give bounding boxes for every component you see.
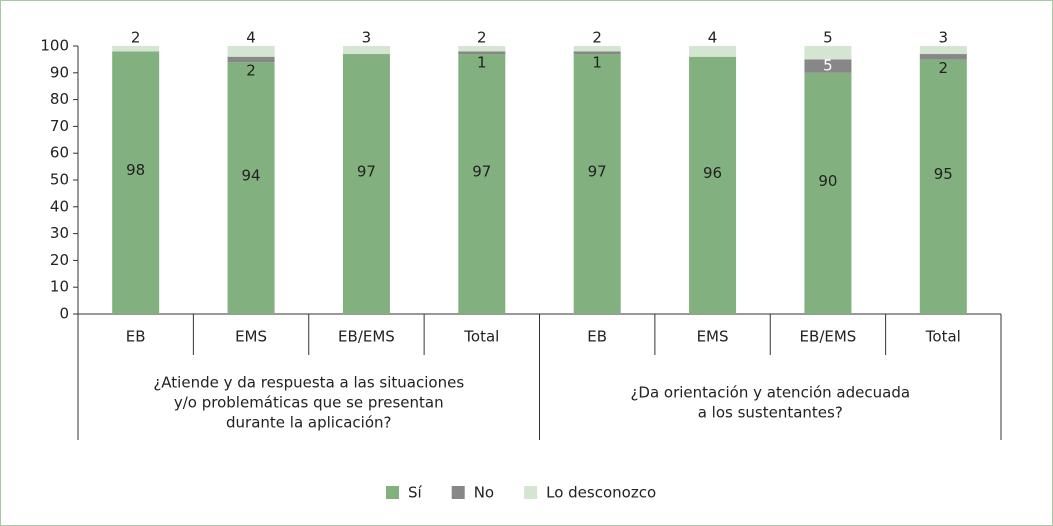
data-label: 1 <box>592 54 602 72</box>
y-tick-label: 50 <box>50 171 69 189</box>
x-tick-label: EB <box>587 328 607 346</box>
bar-segment <box>458 51 506 55</box>
data-label: 2 <box>939 59 949 77</box>
data-label: 2 <box>592 29 602 47</box>
data-label: 2 <box>477 29 487 47</box>
bar-segment <box>112 46 160 52</box>
y-tick-label: 100 <box>40 37 69 55</box>
x-tick-label: Total <box>463 328 499 346</box>
y-tick-label: 40 <box>50 197 69 215</box>
data-label: 90 <box>818 172 837 190</box>
bar-segment <box>112 51 160 315</box>
data-label: 4 <box>708 29 718 47</box>
data-label: 5 <box>823 29 833 47</box>
data-label: 97 <box>357 163 376 181</box>
y-tick-label: 10 <box>50 278 69 296</box>
y-tick-label: 90 <box>50 63 69 81</box>
bar-segment <box>804 72 852 314</box>
data-label: 97 <box>472 163 491 181</box>
bar-segment <box>919 54 967 60</box>
y-tick-label: 70 <box>50 117 69 135</box>
bar-segment <box>804 59 852 73</box>
bar-segment <box>689 56 737 314</box>
y-tick-label: 20 <box>50 251 69 269</box>
x-tick-label: EB/EMS <box>800 328 857 346</box>
data-label: 94 <box>242 167 261 185</box>
bar-segment <box>919 59 967 315</box>
legend-label: No <box>474 484 494 502</box>
legend-label: Lo desconozco <box>546 484 656 502</box>
data-label: 97 <box>588 163 607 181</box>
data-label: 2 <box>246 62 256 80</box>
bar-segment <box>342 54 390 314</box>
group-label: a los sustentantes? <box>698 404 843 422</box>
data-label: 3 <box>939 29 949 47</box>
y-tick-label: 0 <box>59 305 69 323</box>
group-label: y/o problemáticas que se presentan <box>174 394 444 412</box>
x-tick-label: EB <box>126 328 146 346</box>
bar-segment <box>227 62 275 314</box>
group-label: ¿Da orientación y atención adecuada <box>630 384 910 402</box>
data-label: 4 <box>246 29 256 47</box>
bar-segment <box>458 46 506 52</box>
data-label: 96 <box>703 164 722 182</box>
bar-segment <box>573 51 621 55</box>
bar-segment <box>804 46 852 60</box>
bar-segment <box>227 46 275 57</box>
y-tick-label: 30 <box>50 224 69 242</box>
legend-swatch <box>524 486 538 499</box>
data-label: 95 <box>934 165 953 183</box>
data-label: 3 <box>362 29 372 47</box>
data-label: 98 <box>126 161 145 179</box>
x-tick-label: EMS <box>235 328 267 346</box>
data-label: 1 <box>477 54 487 72</box>
bar-segment <box>458 54 506 314</box>
bar-segment <box>227 56 275 63</box>
legend-swatch <box>451 486 465 499</box>
x-tick-label: EB/EMS <box>338 328 395 346</box>
group-label: ¿Atiende y da respuesta a las situacione… <box>153 374 464 392</box>
legend-label: Sí <box>408 484 423 502</box>
group-label: durante la aplicación? <box>226 414 391 432</box>
legend-swatch <box>386 486 399 499</box>
x-tick-label: EMS <box>697 328 729 346</box>
bar-segment <box>573 46 621 52</box>
bar-segment <box>689 46 737 57</box>
bar-segment <box>342 46 390 55</box>
x-tick-label: Total <box>925 328 961 346</box>
data-label: 5 <box>823 57 833 75</box>
data-label: 2 <box>131 29 141 47</box>
bar-segment <box>919 46 967 55</box>
bar-segment <box>573 54 621 314</box>
y-tick-label: 80 <box>50 90 69 108</box>
y-tick-label: 60 <box>50 144 69 162</box>
